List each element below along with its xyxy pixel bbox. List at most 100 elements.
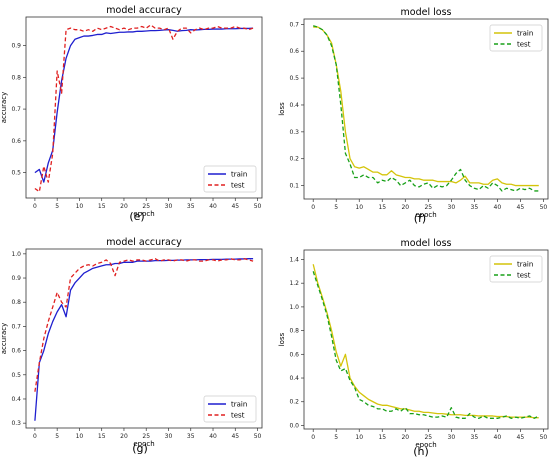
y-tick-label: 0.4 xyxy=(11,396,21,403)
legend-label-test: test xyxy=(231,412,245,420)
legend-label-train: train xyxy=(231,401,247,409)
y-tick-label: 0.5 xyxy=(11,372,21,379)
x-tick-label: 10 xyxy=(76,203,84,210)
panel-label: (f) xyxy=(414,212,426,225)
chart-panel-1: model accuracy 0 5 10 15 20 25 30 35 40 45 50 0.5 0.6… xyxy=(0,5,263,223)
y-tick-label: 0.1 xyxy=(289,183,299,190)
x-tick-label: 40 xyxy=(209,433,217,440)
y-tick-label: 0.0 xyxy=(289,422,299,429)
x-tick-label: 50 xyxy=(540,204,548,211)
x-tick-label: 10 xyxy=(76,433,84,440)
x-axis-label: epoch xyxy=(133,210,154,218)
y-tick-label: 0.9 xyxy=(11,275,21,282)
x-tick-label: 30 xyxy=(165,203,173,210)
x-axis-label: epoch xyxy=(415,441,436,449)
legend-box xyxy=(489,24,543,52)
legend: train test xyxy=(203,395,257,423)
x-tick-label: 10 xyxy=(355,434,363,441)
panel-label: (e) xyxy=(129,210,144,223)
chart-title: model accuracy xyxy=(106,5,182,16)
x-tick-label: 40 xyxy=(494,434,502,441)
y-tick-label: 0.9 xyxy=(11,43,21,50)
legend: train test xyxy=(489,255,543,283)
x-tick-label: 25 xyxy=(142,433,150,440)
y-tick-label: 1.0 xyxy=(11,251,21,258)
x-tick-label: 5 xyxy=(55,433,59,440)
y-tick-label: 0.4 xyxy=(289,375,299,382)
y-axis-label: loss xyxy=(278,332,286,346)
legend-label-test: test xyxy=(517,41,531,49)
chart-title: model loss xyxy=(401,7,452,18)
y-tick-label: 0.8 xyxy=(11,74,21,81)
x-tick-label: 40 xyxy=(494,204,502,211)
y-tick-label: 0.7 xyxy=(289,21,299,28)
series-line-train xyxy=(313,26,539,187)
x-tick-label: 45 xyxy=(517,204,525,211)
x-axis-label: epoch xyxy=(415,211,436,219)
legend-label-test: test xyxy=(231,182,245,190)
y-tick-label: 0.3 xyxy=(289,129,299,136)
y-tick-label: 1.2 xyxy=(289,280,299,287)
x-tick-label: 45 xyxy=(231,203,239,210)
x-tick-label: 5 xyxy=(334,204,338,211)
x-axis-ticks: 0 5 10 15 20 25 30 35 40 45 50 xyxy=(33,198,262,210)
x-axis-ticks: 0 5 10 15 20 25 30 35 40 45 50 xyxy=(33,428,262,440)
legend-label-train: train xyxy=(517,261,533,269)
x-tick-label: 35 xyxy=(471,204,479,211)
x-tick-label: 0 xyxy=(33,433,37,440)
y-tick-label: 0.7 xyxy=(11,323,21,330)
x-tick-label: 20 xyxy=(401,434,409,441)
x-tick-label: 20 xyxy=(120,433,128,440)
series-line-train xyxy=(34,27,254,183)
legend-label-test: test xyxy=(517,272,531,280)
x-tick-label: 10 xyxy=(355,204,363,211)
x-tick-label: 50 xyxy=(254,203,262,210)
y-tick-label: 1.4 xyxy=(289,256,299,263)
chart-title: model loss xyxy=(401,238,452,249)
x-tick-label: 20 xyxy=(120,203,128,210)
legend-box xyxy=(203,165,257,193)
x-tick-label: 5 xyxy=(334,434,338,441)
chart-title: model accuracy xyxy=(106,237,182,248)
x-tick-label: 30 xyxy=(448,204,456,211)
legend-box xyxy=(489,255,543,283)
y-tick-label: 0.5 xyxy=(11,170,21,177)
y-axis-ticks: 0.5 0.6 0.7 0.8 0.9 xyxy=(11,43,26,177)
y-tick-label: 0.8 xyxy=(289,328,299,335)
series-line-test xyxy=(313,25,539,192)
x-tick-label: 25 xyxy=(424,434,432,441)
legend-label-train: train xyxy=(517,30,533,38)
x-tick-label: 15 xyxy=(98,433,106,440)
series-line-test xyxy=(34,24,254,193)
y-axis-ticks: 0.0 0.2 0.4 0.6 0.8 1.0 1.2 1.4 xyxy=(289,256,304,429)
series-line-test xyxy=(312,271,540,419)
series-line-test xyxy=(34,258,254,392)
x-tick-label: 5 xyxy=(55,203,59,210)
x-axis-ticks: 0 5 10 15 20 25 30 35 40 45 50 xyxy=(311,199,547,211)
y-tick-label: 0.6 xyxy=(289,48,299,55)
x-tick-label: 25 xyxy=(424,204,432,211)
y-tick-label: 0.6 xyxy=(11,138,21,145)
y-tick-label: 0.2 xyxy=(289,399,299,406)
y-tick-label: 0.6 xyxy=(11,348,21,355)
y-tick-label: 0.4 xyxy=(289,102,299,109)
x-tick-label: 15 xyxy=(378,204,386,211)
series-line-train xyxy=(312,264,539,419)
x-tick-label: 30 xyxy=(165,433,173,440)
x-tick-label: 45 xyxy=(231,433,239,440)
y-tick-label: 1.0 xyxy=(289,304,299,311)
x-tick-label: 15 xyxy=(98,203,106,210)
y-axis-ticks: 0.3 0.4 0.5 0.6 0.7 0.8 0.9 1.0 xyxy=(11,251,26,427)
legend: train test xyxy=(489,24,543,52)
y-tick-label: 0.5 xyxy=(289,75,299,82)
panel-label: (g) xyxy=(132,442,148,455)
x-tick-label: 0 xyxy=(311,434,315,441)
x-tick-label: 40 xyxy=(209,203,217,210)
panel-label: (h) xyxy=(413,445,429,458)
y-tick-label: 0.6 xyxy=(289,351,299,358)
legend-box xyxy=(203,395,257,423)
x-tick-label: 50 xyxy=(540,434,548,441)
